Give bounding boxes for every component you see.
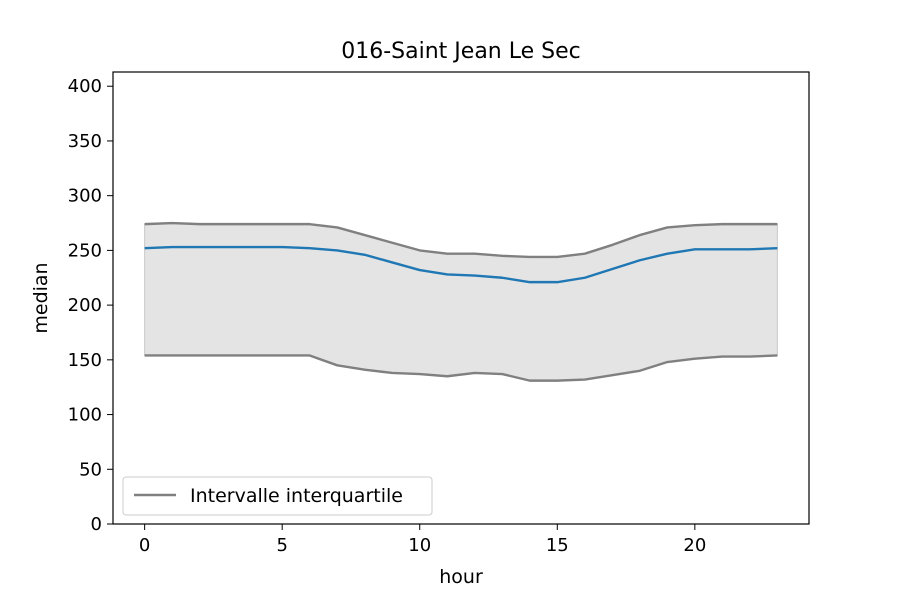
legend-box: [122, 476, 433, 516]
y-tick-label: 100: [68, 405, 102, 426]
x-tick-label: 0: [139, 535, 150, 556]
y-tick-label: 0: [91, 514, 102, 535]
x-tick-label: 20: [683, 535, 706, 556]
q1-line: [144, 354, 778, 382]
x-axis-label: hour: [439, 566, 483, 588]
y-tick-label: 150: [68, 350, 102, 371]
x-tick-label: 10: [408, 535, 431, 556]
y-axis-label: median: [30, 262, 52, 333]
y-axis: 0 50 100 150 200 250 300 350 400: [68, 76, 113, 535]
plot-frame: [112, 71, 810, 525]
q3-line: [144, 221, 778, 259]
x-tick-label: 5: [276, 535, 287, 556]
plot-area: [144, 221, 778, 382]
legend: Intervalle interquartile: [122, 476, 433, 516]
y-tick-label: 300: [68, 186, 102, 207]
median-line: [144, 245, 778, 284]
legend-label: Intervalle interquartile: [190, 485, 403, 507]
x-axis: 0 5 10 15 20: [139, 524, 706, 556]
y-tick-label: 250: [68, 240, 102, 261]
x-tick-label: 15: [546, 535, 569, 556]
y-tick-label: 400: [68, 76, 102, 97]
chart-title: 016-Saint Jean Le Sec: [341, 39, 581, 64]
y-tick-label: 350: [68, 131, 102, 152]
y-tick-label: 200: [68, 295, 102, 316]
y-tick-label: 50: [79, 459, 102, 480]
